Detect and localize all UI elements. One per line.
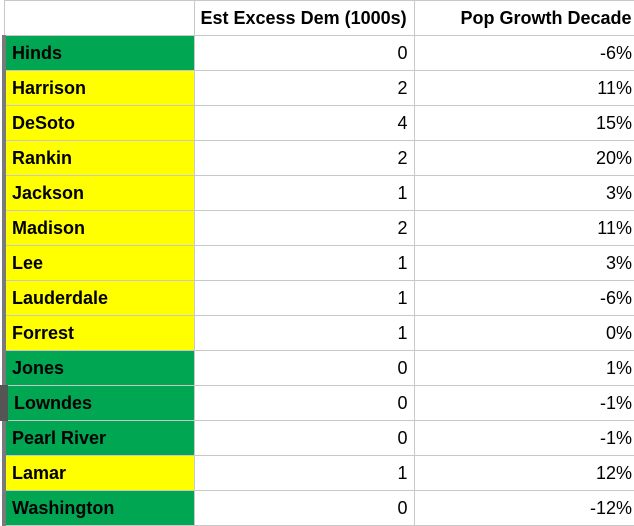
county-cell: Washington [4,491,194,526]
table-row: Lowndes0-1% [4,386,634,421]
excess-cell: 2 [194,71,414,106]
excess-cell: 1 [194,456,414,491]
header-excess: Est Excess Dem (1000s) [194,1,414,36]
growth-cell: -12% [414,491,634,526]
excess-cell: 2 [194,211,414,246]
table-row: Rankin220% [4,141,634,176]
excess-cell: 0 [194,36,414,71]
table-row: Harrison211% [4,71,634,106]
table-row: Pearl River0-1% [4,421,634,456]
growth-cell: -1% [414,421,634,456]
header-row: Est Excess Dem (1000s) Pop Growth Decade [4,1,634,36]
table-row: Hinds0-6% [4,36,634,71]
growth-cell: 20% [414,141,634,176]
county-cell: Lowndes [4,386,194,421]
table-row: Lamar112% [4,456,634,491]
table-row: Jones01% [4,351,634,386]
excess-cell: 0 [194,491,414,526]
county-cell: Forrest [4,316,194,351]
growth-cell: 3% [414,246,634,281]
table-row: Lauderdale1-6% [4,281,634,316]
county-cell: Jackson [4,176,194,211]
excess-cell: 1 [194,281,414,316]
growth-cell: 15% [414,106,634,141]
excess-cell: 1 [194,316,414,351]
county-cell: Madison [4,211,194,246]
growth-cell: 11% [414,211,634,246]
excess-cell: 1 [194,176,414,211]
table-row: Jackson13% [4,176,634,211]
table-row: Forrest10% [4,316,634,351]
table-row: Washington0-12% [4,491,634,526]
excess-cell: 0 [194,421,414,456]
growth-cell: 0% [414,316,634,351]
growth-cell: 12% [414,456,634,491]
county-cell: Lamar [4,456,194,491]
growth-cell: -1% [414,386,634,421]
table-row: Lee13% [4,246,634,281]
county-cell: Lee [4,246,194,281]
county-table: Est Excess Dem (1000s) Pop Growth Decade… [0,0,634,526]
table-row: DeSoto415% [4,106,634,141]
excess-cell: 0 [194,386,414,421]
table-row: Madison211% [4,211,634,246]
growth-cell: -6% [414,36,634,71]
excess-cell: 2 [194,141,414,176]
county-cell: DeSoto [4,106,194,141]
county-cell: Lauderdale [4,281,194,316]
county-cell: Rankin [4,141,194,176]
growth-cell: -6% [414,281,634,316]
growth-cell: 3% [414,176,634,211]
growth-cell: 11% [414,71,634,106]
excess-cell: 4 [194,106,414,141]
excess-cell: 1 [194,246,414,281]
header-growth: Pop Growth Decade [414,1,634,36]
county-cell: Jones [4,351,194,386]
growth-cell: 1% [414,351,634,386]
county-cell: Harrison [4,71,194,106]
excess-cell: 0 [194,351,414,386]
county-cell: Pearl River [4,421,194,456]
header-blank [4,1,194,36]
county-cell: Hinds [4,36,194,71]
